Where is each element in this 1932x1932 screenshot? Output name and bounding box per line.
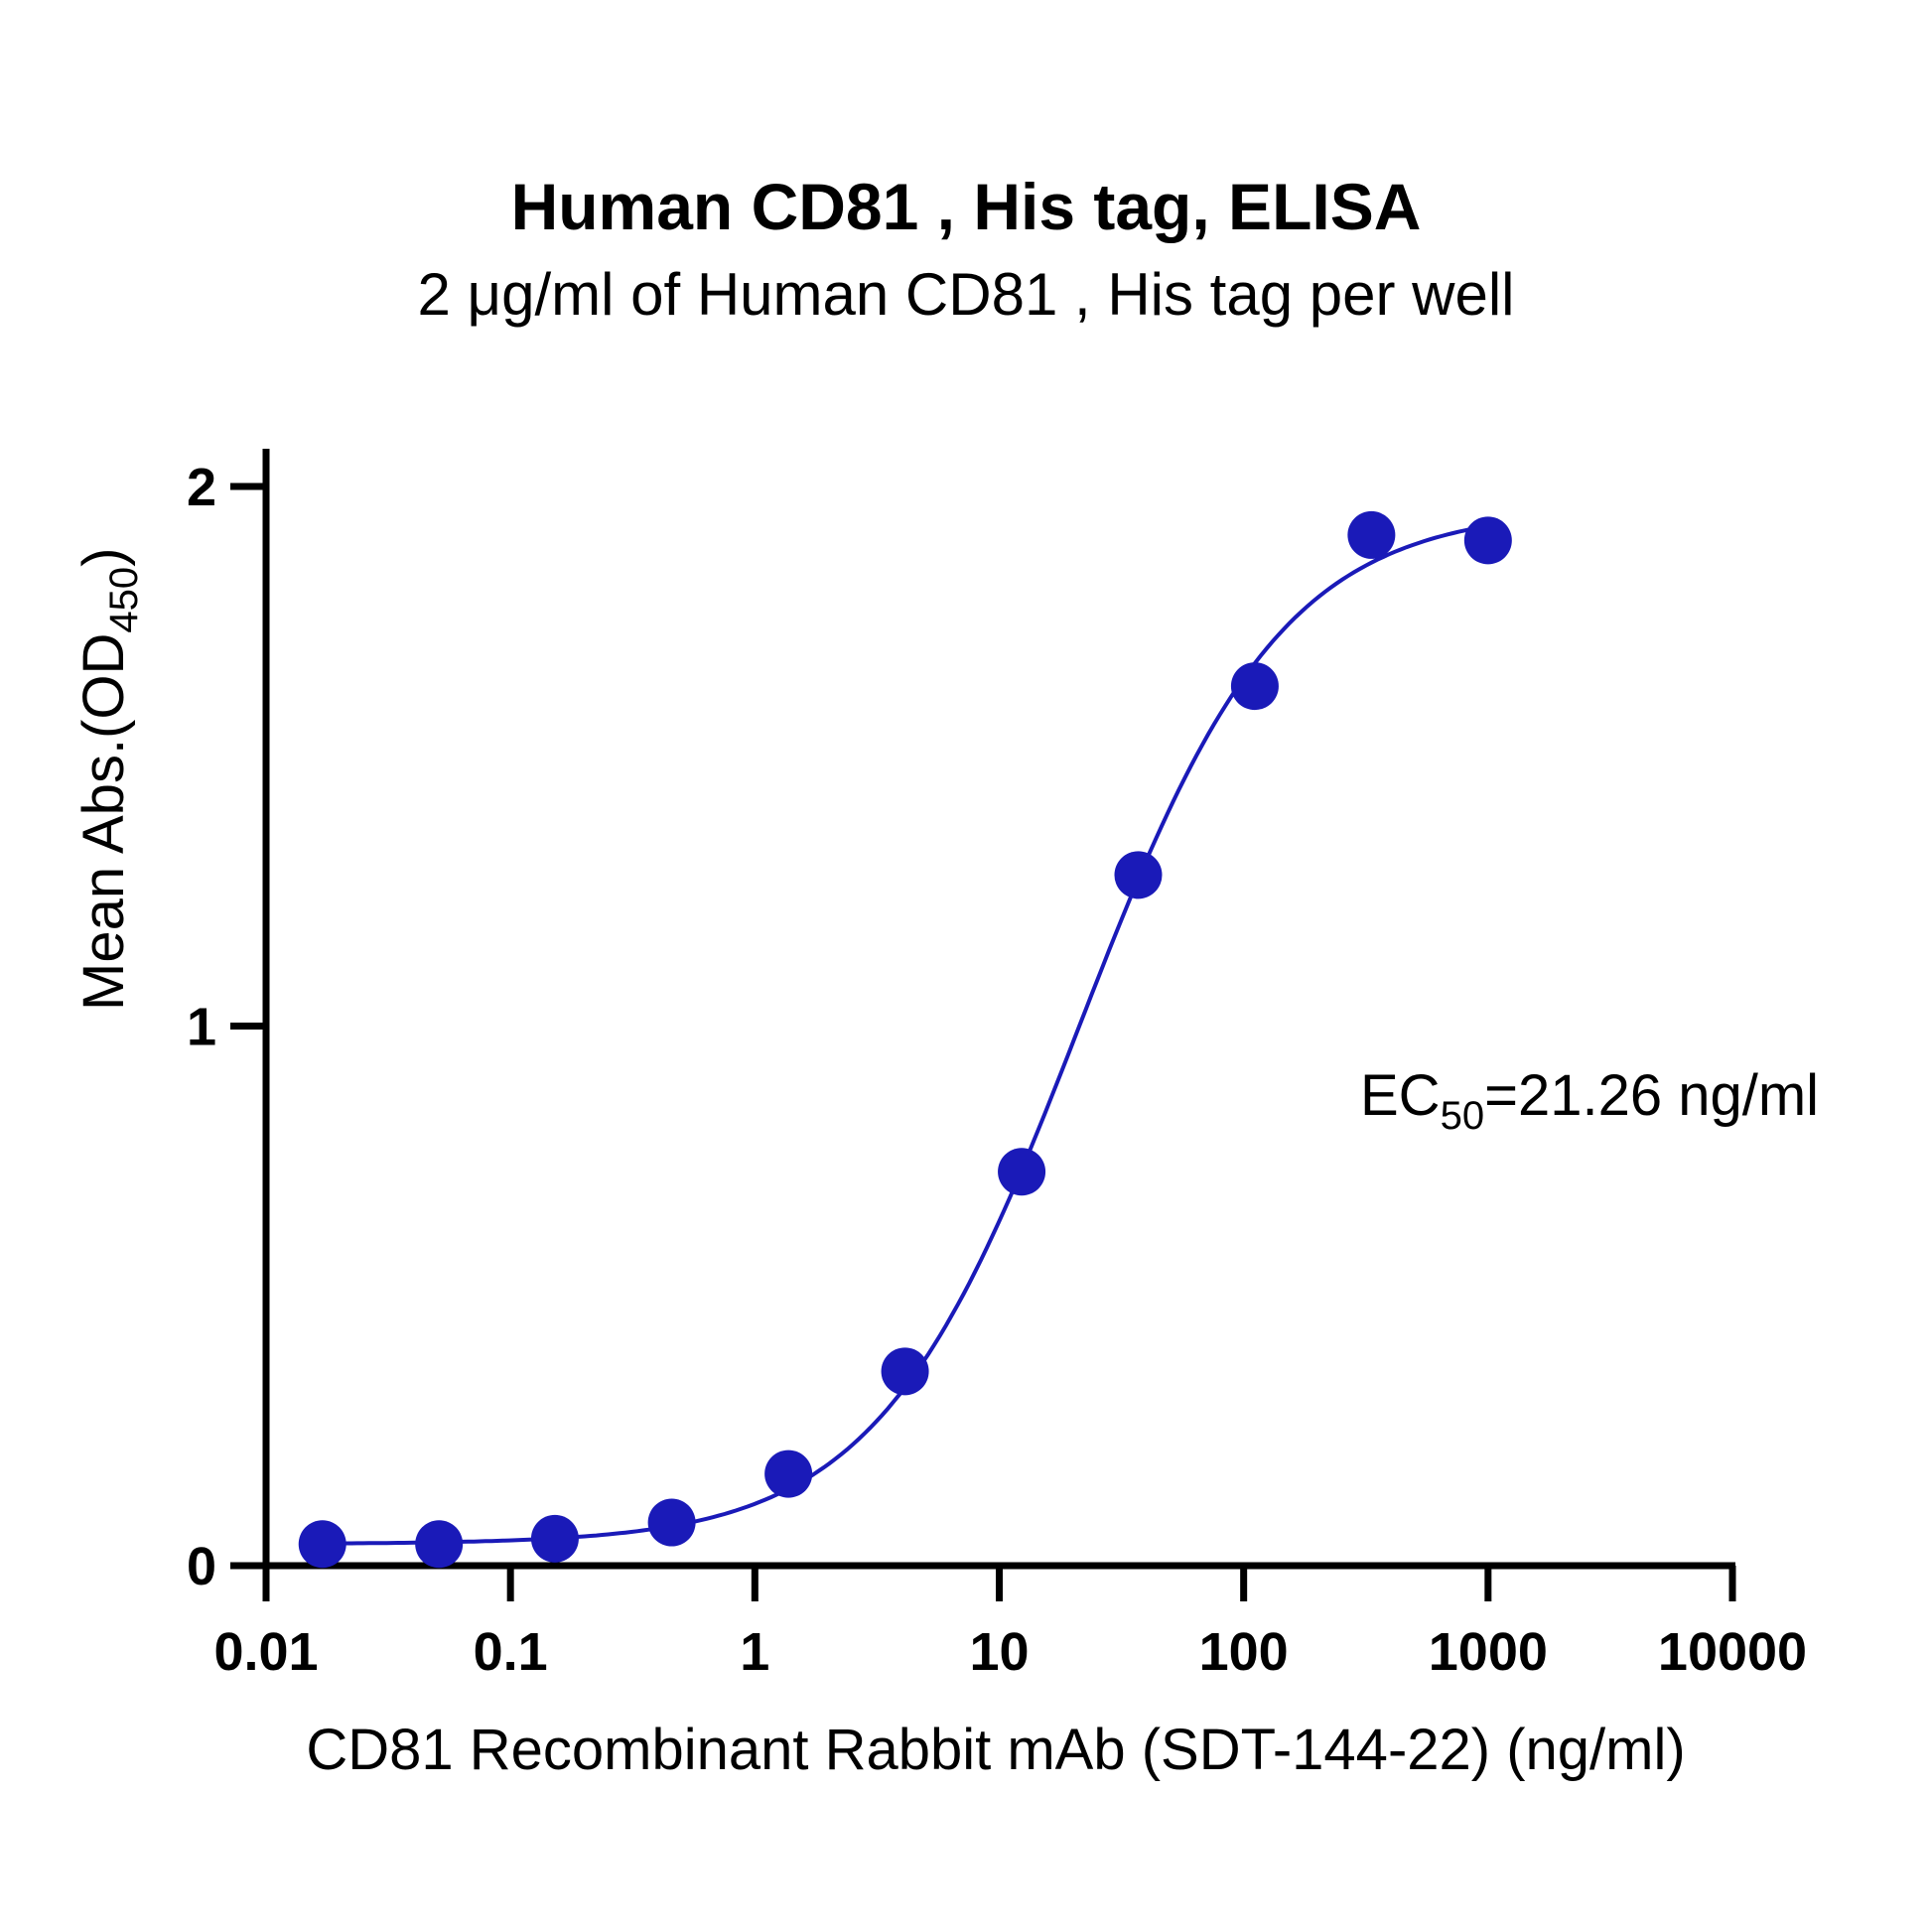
x-tick-label: 1 xyxy=(740,1622,769,1682)
data-point xyxy=(1114,851,1163,899)
x-tick-label: 1000 xyxy=(1429,1622,1548,1682)
ec50-annotation-tail: =21.26 ng/ml xyxy=(1484,1063,1819,1128)
data-point xyxy=(530,1514,579,1563)
axes xyxy=(262,449,1735,1570)
x-tick-label: 100 xyxy=(1199,1622,1289,1682)
ec50-annotation: EC50=21.26 ng/ml xyxy=(1360,1063,1819,1138)
axis-ticks: 0.01 0.1 1 10 100 1000 10000 0 1 2 xyxy=(187,458,1807,1682)
y-tick-label: 2 xyxy=(187,458,216,517)
y-axis-title-sub: 450 xyxy=(102,567,146,633)
x-tick-label: 10000 xyxy=(1658,1622,1807,1682)
y-tick-label: 1 xyxy=(187,998,216,1057)
x-tick-label: 0.01 xyxy=(213,1622,318,1682)
ec50-annotation-sub: 50 xyxy=(1441,1094,1485,1138)
ec50-annotation-main: EC xyxy=(1360,1063,1441,1128)
data-point xyxy=(881,1347,929,1396)
x-axis-title: CD81 Recombinant Rabbit mAb (SDT-144-22)… xyxy=(306,1718,1685,1782)
chart-subtitle: 2 μg/ml of Human CD81 , His tag per well xyxy=(417,261,1515,328)
data-point xyxy=(998,1148,1046,1196)
data-points xyxy=(298,510,1512,1569)
x-tick-label: 0.1 xyxy=(474,1622,548,1682)
y-axis-title: Mean Abs.(OD450) xyxy=(71,548,146,1011)
data-point xyxy=(647,1498,696,1547)
y-axis-title-tail: ) xyxy=(71,548,136,567)
data-point xyxy=(415,1520,464,1569)
y-tick-label: 0 xyxy=(187,1537,216,1596)
x-tick-label: 10 xyxy=(969,1622,1029,1682)
data-point xyxy=(1230,662,1279,711)
data-point xyxy=(298,1520,346,1569)
chart-title: Human CD81 , His tag, ELISA xyxy=(510,170,1422,243)
y-axis-title-main: Mean Abs.(OD xyxy=(71,633,136,1011)
data-point xyxy=(764,1449,813,1498)
data-point xyxy=(1463,516,1512,565)
data-point xyxy=(1347,510,1396,559)
